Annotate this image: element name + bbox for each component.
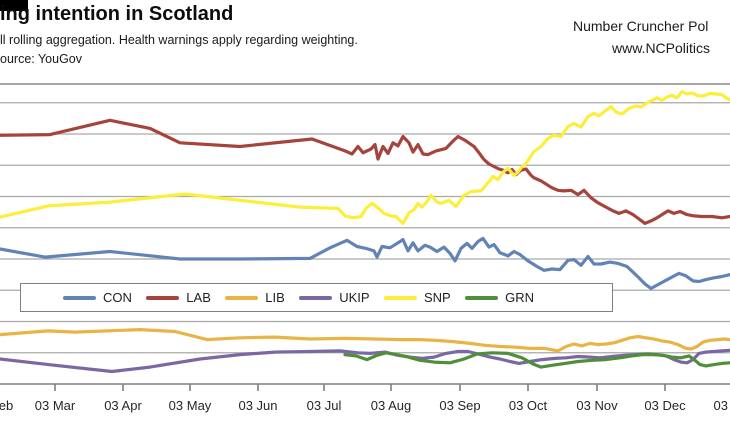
legend-swatch-LAB	[146, 295, 180, 300]
series-line-CON	[0, 236, 730, 290]
chart-title: ing intention in Scotland	[0, 3, 234, 25]
x-tick-label-8: 03 Oct	[509, 398, 548, 413]
x-tick-label-1: 03 Mar	[35, 398, 76, 413]
series-line-UKIP	[0, 348, 730, 374]
legend-label-LAB: LAB	[186, 290, 211, 305]
legend-item-UKIP: UKIP	[299, 290, 370, 305]
legend-swatch-LIB	[225, 295, 259, 300]
chart-source: ource: YouGov	[0, 52, 83, 66]
legend-swatch-UKIP	[299, 295, 333, 300]
series-line-SNP	[0, 89, 730, 225]
series-line-LIB	[0, 328, 730, 353]
legend-swatch-CON	[63, 295, 96, 300]
legend-item-LAB: LAB	[146, 290, 211, 305]
brand-name: Number Cruncher Pol	[573, 18, 709, 34]
x-tick-label-11: 03 Jan	[713, 398, 730, 413]
x-tick-label-2: 03 Apr	[104, 398, 142, 413]
legend-item-GRN: GRN	[465, 290, 534, 305]
legend-label-LIB: LIB	[265, 290, 285, 305]
brand-url: www.NCPolitics	[612, 40, 711, 56]
legend-swatch-SNP	[383, 295, 417, 300]
x-tick-label-6: 03 Aug	[371, 398, 412, 413]
legend-label-CON: CON	[103, 290, 132, 305]
legend-item-LIB: LIB	[225, 290, 285, 305]
x-tick-label-9: 03 Nov	[576, 398, 618, 413]
series-line-GRN	[343, 351, 730, 369]
legend-item-CON: CON	[63, 290, 132, 305]
logo-mark	[0, 0, 28, 11]
legend-label-GRN: GRN	[505, 290, 534, 305]
x-tick-label-5: 03 Jul	[307, 398, 342, 413]
x-tick-label-4: 03 Jun	[238, 398, 277, 413]
legend-label-UKIP: UKIP	[339, 290, 370, 305]
legend-item-SNP: SNP	[383, 290, 451, 305]
x-tick-label-3: 03 May	[169, 398, 212, 413]
legend-label-SNP: SNP	[423, 290, 451, 305]
x-tick-label-0: 03 Feb	[0, 398, 13, 413]
x-tick-label-10: 03 Dec	[644, 398, 686, 413]
x-tick-label-7: 03 Sep	[439, 398, 480, 413]
chart-legend: CON LAB LIB UKIP SNP GRN	[20, 283, 613, 312]
chart-subtitle: ll rolling aggregation. Health warnings …	[0, 33, 358, 47]
legend-swatch-GRN	[465, 295, 499, 300]
